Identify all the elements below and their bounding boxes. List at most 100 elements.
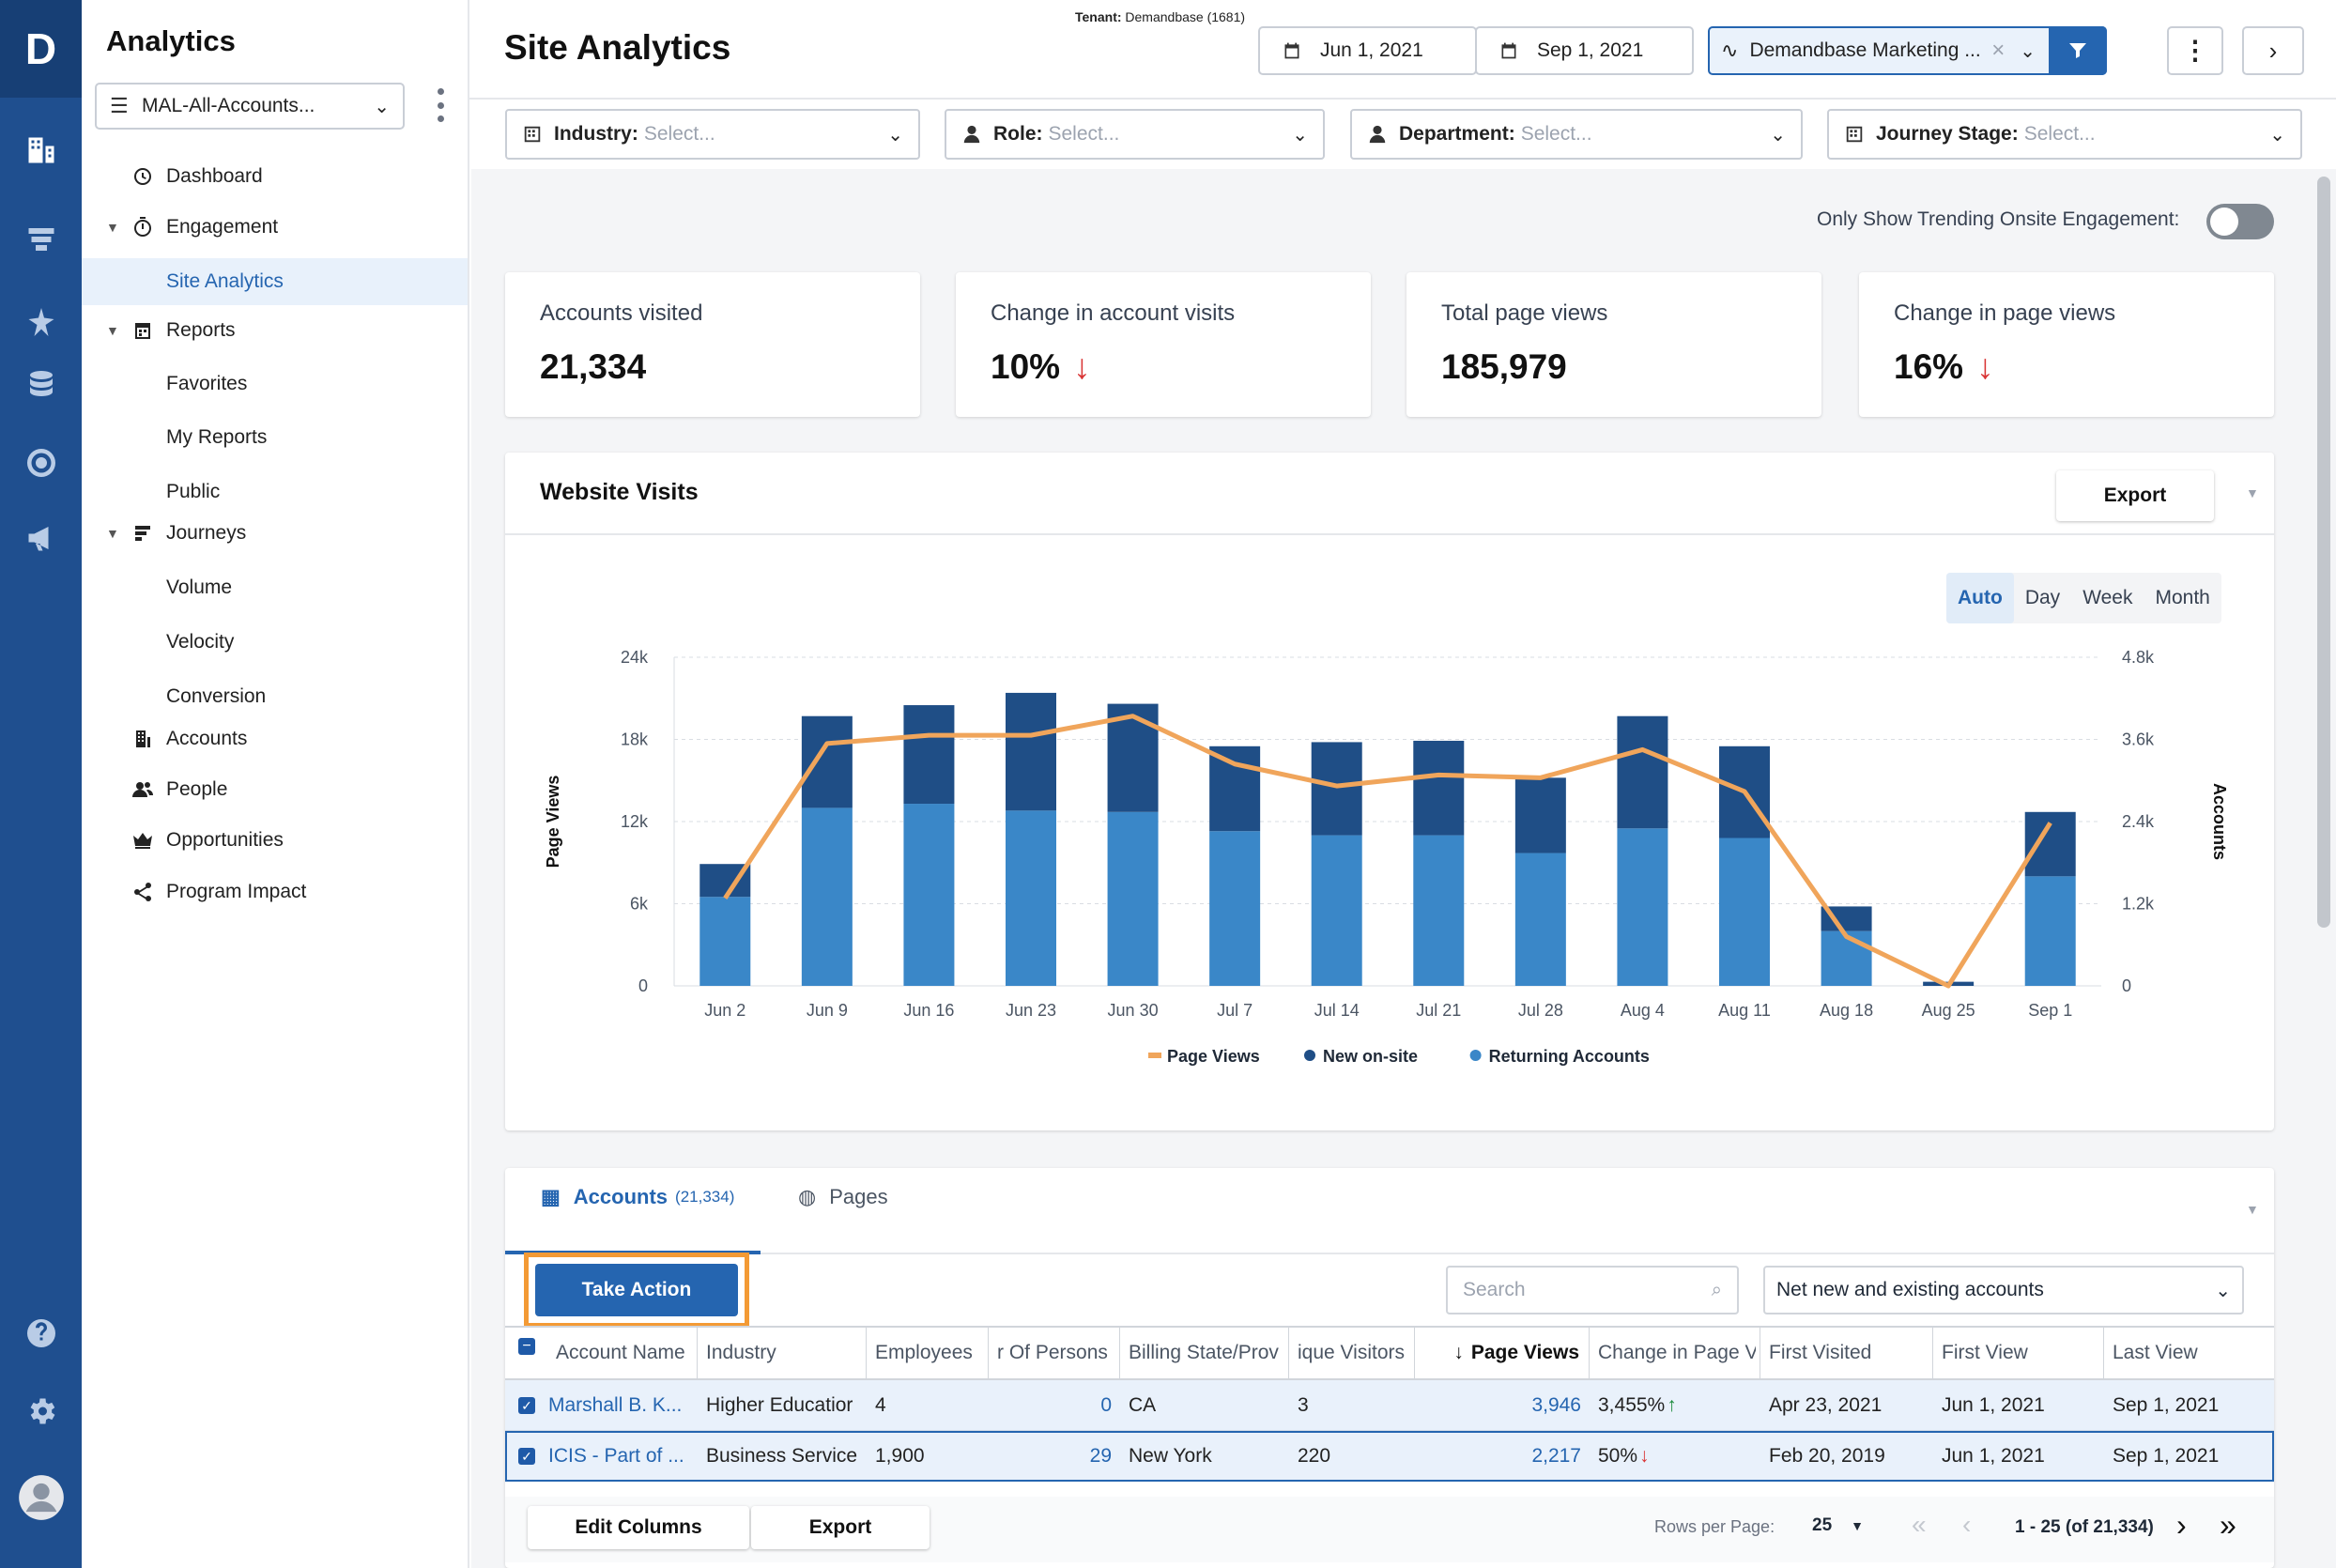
nav-item-volume[interactable]: Volume xyxy=(166,576,233,598)
chevron-right-icon: › xyxy=(2268,36,2278,65)
tab-pages[interactable]: ◍ Pages xyxy=(798,1185,888,1208)
account-scope-select[interactable]: Net new and existing accounts ⌄ xyxy=(1763,1266,2244,1314)
more-actions-button[interactable]: ⋮ xyxy=(2167,26,2223,75)
funnel-icon[interactable] xyxy=(0,211,82,268)
more-options-icon[interactable] xyxy=(434,88,447,122)
column-header[interactable]: ique Visitors xyxy=(1298,1342,1406,1363)
column-header[interactable]: First View xyxy=(1942,1342,2028,1363)
scrollbar[interactable] xyxy=(2312,169,2336,1568)
help-icon[interactable] xyxy=(0,1305,82,1361)
cell-page-views[interactable]: 2,217 xyxy=(1531,1445,1581,1467)
granularity-day[interactable]: Day xyxy=(2024,587,2061,608)
nav-item-favorites[interactable]: Favorites xyxy=(166,373,248,394)
nav-item-reports[interactable]: ▼ Reports xyxy=(106,319,236,341)
sparkle-icon[interactable] xyxy=(0,294,82,350)
column-header[interactable]: First Visited xyxy=(1769,1342,1872,1363)
select-all-checkbox[interactable]: − xyxy=(518,1337,537,1356)
column-header[interactable]: Billing State/Prov xyxy=(1129,1342,1279,1363)
x-tick-label: Aug 4 xyxy=(1621,1001,1665,1020)
next-button[interactable]: › xyxy=(2242,26,2304,75)
cell-page-views[interactable]: 3,946 xyxy=(1531,1394,1581,1416)
y-tick-label: 18k xyxy=(621,730,649,749)
collapse-caret-icon[interactable]: ▼ xyxy=(2246,1202,2259,1217)
granularity-auto[interactable]: Auto xyxy=(1946,573,2014,623)
column-header[interactable]: Account Name xyxy=(556,1342,685,1363)
search-input[interactable]: Search ⌕ xyxy=(1446,1266,1739,1314)
cell-account[interactable]: Marshall B. K... xyxy=(548,1394,683,1416)
bar-returning-accounts xyxy=(801,807,853,986)
caret-down-icon[interactable]: ▼ xyxy=(106,526,119,541)
trending-toggle[interactable] xyxy=(2206,204,2274,239)
first-page-icon[interactable]: « xyxy=(1912,1510,1927,1539)
nav-item-opportunities[interactable]: Opportunities xyxy=(82,817,468,864)
database-icon[interactable] xyxy=(0,357,82,413)
industry-filter[interactable]: Industry: Select... ⌄ xyxy=(505,109,920,160)
table-row[interactable] xyxy=(505,1380,2274,1431)
kpi-change-account-visits: Change in account visits 10% ↓ xyxy=(956,272,1371,417)
y2-tick-label: 4.8k xyxy=(2122,648,2155,667)
cell-change: 3,455% ↑ xyxy=(1598,1394,1677,1416)
nav-item-people[interactable]: People xyxy=(82,766,468,813)
accounts-report-icon[interactable] xyxy=(0,122,82,178)
caret-down-icon[interactable]: ▼ xyxy=(106,220,119,235)
settings-icon[interactable] xyxy=(0,1383,82,1439)
role-filter[interactable]: Role: Select... ⌄ xyxy=(945,109,1325,160)
start-date-picker[interactable]: Jun 1, 2021 xyxy=(1258,26,1477,75)
journey-stage-filter[interactable]: Journey Stage: Select... ⌄ xyxy=(1827,109,2302,160)
table-row[interactable] xyxy=(505,1431,2274,1482)
column-header[interactable]: Last View xyxy=(2113,1342,2198,1363)
export-table-button[interactable]: Export xyxy=(751,1506,930,1549)
demandbase-logo[interactable]: D xyxy=(0,0,82,98)
end-date-picker[interactable]: Sep 1, 2021 xyxy=(1475,26,1694,75)
cell-first-visited: Feb 20, 2019 xyxy=(1769,1445,1885,1467)
icon-rail: D xyxy=(0,0,82,1568)
caret-down-icon[interactable]: ▼ xyxy=(106,323,119,338)
nav-item-my-reports[interactable]: My Reports xyxy=(166,426,268,448)
nav-item-engagement[interactable]: ▼ Engagement xyxy=(106,216,279,238)
column-header[interactable]: ↓ Page Views xyxy=(1453,1342,1579,1363)
cell-persons[interactable]: 0 xyxy=(1100,1394,1112,1416)
sort-desc-icon: ↓ xyxy=(1453,1342,1464,1363)
user-avatar-icon[interactable] xyxy=(0,1469,82,1526)
analytics-nav: Analytics ☰ MAL-All-Accounts... ⌄ Dashbo… xyxy=(82,0,469,1568)
collapse-caret-icon[interactable]: ▼ xyxy=(2246,485,2259,500)
clear-icon[interactable]: × xyxy=(1991,38,2006,63)
nav-item-program-impact[interactable]: Program Impact xyxy=(82,869,468,915)
megaphone-icon[interactable] xyxy=(0,510,82,566)
y-tick-label: 12k xyxy=(621,812,649,831)
nav-item-public[interactable]: Public xyxy=(166,481,221,502)
rows-per-page-select[interactable]: 25 ▼ xyxy=(1812,1515,1864,1535)
cell-employees: 1,900 xyxy=(875,1445,925,1467)
take-action-button[interactable]: Take Action xyxy=(535,1264,738,1316)
target-icon[interactable] xyxy=(0,435,82,491)
column-header[interactable]: Change in Page V xyxy=(1598,1342,1756,1363)
column-header[interactable]: Industry xyxy=(706,1342,776,1363)
row-checkbox[interactable]: ✓ xyxy=(518,1447,537,1466)
cell-account[interactable]: ICIS - Part of ... xyxy=(548,1445,684,1467)
filter-button[interactable] xyxy=(2049,26,2107,75)
column-header[interactable]: r Of Persons xyxy=(997,1342,1108,1363)
bar-returning-accounts xyxy=(1821,930,1872,986)
nav-item-accounts[interactable]: Accounts xyxy=(82,715,468,762)
account-list-select[interactable]: ☰ MAL-All-Accounts... ⌄ xyxy=(95,83,405,130)
nav-item-site-analytics[interactable]: Site Analytics xyxy=(82,258,468,305)
scrollbar-thumb[interactable] xyxy=(2317,177,2330,928)
last-page-icon[interactable]: » xyxy=(2220,1508,2236,1542)
column-header[interactable]: Employees xyxy=(875,1342,973,1363)
row-checkbox[interactable]: ✓ xyxy=(518,1396,537,1415)
cell-persons[interactable]: 29 xyxy=(1089,1445,1112,1467)
granularity-month[interactable]: Month xyxy=(2155,587,2210,608)
tab-accounts[interactable]: ▦ Accounts (21,334) xyxy=(541,1185,735,1208)
department-filter[interactable]: Department: Select... ⌄ xyxy=(1350,109,1803,160)
previous-page-icon[interactable]: ‹ xyxy=(1962,1510,1972,1539)
bar-new-on-site xyxy=(1413,740,1465,836)
nav-item-journeys[interactable]: ▼ Journeys xyxy=(106,522,247,544)
nav-item-conversion[interactable]: Conversion xyxy=(166,685,267,707)
campaign-select[interactable]: ∿ Demandbase Marketing ... × ⌄ xyxy=(1708,26,2107,75)
edit-columns-button[interactable]: Edit Columns xyxy=(528,1506,749,1549)
nav-item-dashboard[interactable]: Dashboard xyxy=(82,153,468,200)
nav-item-velocity[interactable]: Velocity xyxy=(166,631,235,653)
export-chart-button[interactable]: Export xyxy=(2056,470,2214,521)
granularity-week[interactable]: Week xyxy=(2082,587,2133,608)
next-page-icon[interactable]: › xyxy=(2176,1508,2187,1542)
